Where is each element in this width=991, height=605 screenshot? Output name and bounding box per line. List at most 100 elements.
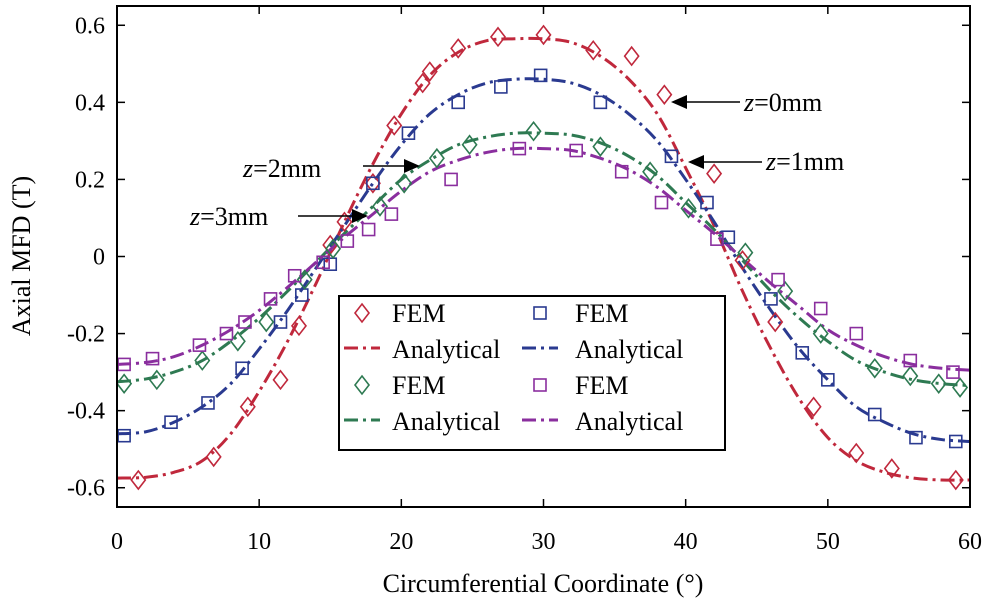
legend-label: Analytical — [392, 335, 500, 364]
x-tick-label: 40 — [674, 529, 698, 555]
x-tick-label: 0 — [111, 529, 123, 555]
fem-point-series-1 — [494, 80, 508, 94]
legend-label: FEM — [575, 299, 628, 328]
legend-marker-square — [533, 306, 547, 320]
fem-point-series-0 — [883, 458, 900, 479]
fem-point-series-1 — [593, 95, 608, 110]
fem-point-series-3 — [710, 232, 724, 246]
legend: FEM FEM Analytical Analytical FEM FEM Analytic… — [338, 295, 726, 451]
fem-point-series-1 — [821, 373, 835, 387]
fem-point-series-2 — [428, 147, 445, 169]
fem-point-series-3 — [238, 315, 252, 329]
x-axis-label: Circumferential Coordinate (°) — [383, 569, 704, 598]
annotation-arrow-head — [404, 159, 420, 173]
analytical-line-series-1 — [116, 77, 971, 443]
fem-point-series-1 — [295, 288, 309, 302]
analytical-line-series-3 — [116, 146, 971, 372]
fem-point-series-1 — [273, 315, 288, 329]
annotation-z=3mm: z=3mm — [189, 202, 368, 231]
fem-point-series-1 — [795, 346, 810, 360]
fem-point-series-0 — [535, 24, 552, 46]
fem-point-series-0 — [205, 446, 222, 468]
fem-point-series-3 — [117, 357, 131, 372]
annotation-label: z=3mm — [189, 202, 268, 231]
annotation-arrow-head — [688, 155, 704, 169]
annotation-label: z=1mm — [765, 147, 844, 176]
legend-marker-diamond — [353, 374, 371, 396]
fem-point-series-0 — [734, 250, 751, 271]
fem-point-series-3 — [316, 255, 330, 270]
fem-point-series-1 — [533, 68, 548, 83]
annotation-z=2mm: z=2mm — [242, 154, 420, 183]
analytical-curves — [116, 36, 971, 482]
fem-point-series-2 — [952, 377, 969, 398]
annotation-arrow-head — [671, 95, 687, 109]
legend-entry: Analytical — [344, 407, 500, 436]
legend-entry: FEM — [353, 299, 445, 328]
fem-point-series-2 — [812, 323, 829, 344]
fem-point-series-2 — [396, 172, 413, 194]
fem-point-series-2 — [148, 369, 165, 391]
fem-point-series-2 — [525, 120, 542, 142]
fem-point-series-2 — [680, 198, 697, 219]
legend-box — [338, 295, 726, 451]
legend-label: FEM — [392, 371, 445, 400]
fem-point-series-2 — [592, 136, 609, 157]
fem-point-series-3 — [340, 234, 355, 248]
fem-point-series-2 — [194, 350, 211, 371]
fem-point-series-1 — [164, 415, 178, 430]
y-tick-label: -0.6 — [67, 476, 105, 502]
fem-point-series-2 — [930, 373, 947, 394]
annotation-z=0mm: z=0mm — [671, 88, 822, 117]
fem-point-series-1 — [401, 126, 416, 140]
legend-entry: Analytical — [522, 407, 683, 436]
fem-point-series-0 — [656, 84, 673, 105]
fem-point-series-2 — [866, 357, 883, 379]
fem-point-series-1 — [201, 396, 215, 410]
fem-point-series-2 — [371, 196, 389, 217]
fem-point-series-1 — [235, 361, 249, 376]
fem-point-series-0 — [386, 115, 403, 136]
fem-point-series-0 — [489, 26, 507, 48]
fem-point-series-0 — [130, 469, 147, 491]
y-tick-label: -0.2 — [67, 322, 105, 348]
fem-point-series-1 — [117, 428, 131, 443]
legend-label: Analytical — [392, 407, 500, 436]
legend-marker-square — [533, 378, 547, 392]
y-axis: -0.6 -0.4 -0.2 0 0.2 0.4 0.6 — [67, 13, 970, 502]
fem-point-series-0 — [336, 211, 353, 233]
fem-point-series-1 — [867, 407, 882, 422]
fem-point-series-1 — [366, 176, 380, 191]
fem-point-series-2 — [777, 280, 794, 302]
fem-point-series-3 — [384, 207, 399, 221]
fem-point-series-0 — [706, 163, 723, 184]
fem-point-series-1 — [664, 149, 679, 164]
fem-point-series-3 — [903, 353, 918, 368]
fem-point-series-3 — [145, 351, 160, 366]
x-axis: 0 10 20 30 40 50 60 — [111, 6, 982, 555]
fem-point-series-3 — [813, 301, 828, 316]
legend-marker-diamond — [353, 302, 371, 324]
legend-label: FEM — [575, 371, 628, 400]
fem-point-series-1 — [323, 257, 338, 272]
annotation-label: z=2mm — [242, 154, 321, 183]
fem-point-series-0 — [805, 396, 822, 418]
fem-point-series-1 — [764, 292, 778, 306]
fem-point-series-3 — [287, 268, 302, 283]
fem-point-series-2 — [461, 134, 478, 156]
fem-point-series-2 — [642, 161, 659, 183]
fem-point-series-2 — [258, 311, 275, 333]
y-tick-label: 0.4 — [75, 90, 105, 116]
fem-point-series-0 — [414, 72, 431, 94]
y-tick-label: 0 — [93, 245, 105, 271]
fem-point-series-3 — [614, 164, 629, 179]
legend-entry: Analytical — [522, 335, 683, 364]
legend-entry: Analytical — [344, 335, 500, 364]
legend-entry: FEM — [533, 371, 628, 400]
fem-point-series-3 — [654, 195, 669, 210]
legend-label: Analytical — [575, 335, 683, 364]
fem-point-series-0 — [848, 442, 865, 464]
y-axis-label: Axial MFD (T) — [7, 176, 36, 336]
fem-point-series-0 — [947, 469, 964, 491]
